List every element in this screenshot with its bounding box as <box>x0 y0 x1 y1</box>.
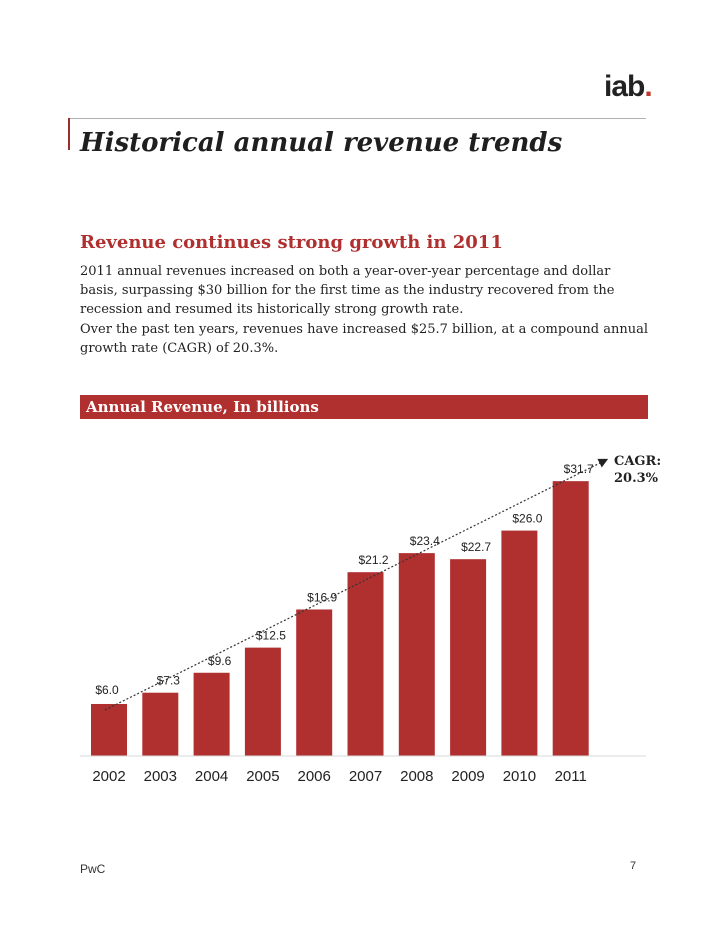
bar-2002 <box>91 703 127 756</box>
chart-header: Annual Revenue, In billions <box>80 395 648 419</box>
data-label-2003: $7.3 <box>157 674 181 688</box>
data-label-2005: $12.5 <box>256 629 286 643</box>
x-tick-2009: 2009 <box>451 768 484 785</box>
bar-2004 <box>193 672 230 756</box>
cagr-trend-arrow <box>104 458 609 711</box>
logo-dot: . <box>644 70 652 103</box>
x-tick-2006: 2006 <box>298 768 331 785</box>
section-heading: Revenue continues strong growth in 2011 <box>80 232 503 253</box>
title-accent <box>68 118 70 150</box>
paragraph-1: 2011 annual revenues increased on both a… <box>80 264 615 317</box>
page-title: Historical annual revenue trends <box>80 128 563 158</box>
cagr-label-line2: 20.3% <box>614 471 659 486</box>
x-tick-2008: 2008 <box>400 768 433 785</box>
chart-header-label: Annual Revenue, In billions <box>86 398 319 416</box>
data-label-2010: $26.0 <box>512 512 542 526</box>
paragraph-2: Over the past ten years, revenues have i… <box>80 322 649 356</box>
x-tick-2010: 2010 <box>503 768 536 785</box>
bar-2009 <box>450 559 487 756</box>
title-rule <box>68 118 646 119</box>
footer-page-number: 7 <box>630 860 637 872</box>
x-tick-2005: 2005 <box>246 768 279 785</box>
data-label-2009: $22.7 <box>461 540 491 554</box>
data-label-2002: $6.0 <box>95 683 119 697</box>
cagr-label-line1: CAGR: <box>614 454 661 469</box>
x-tick-2004: 2004 <box>195 768 228 785</box>
bar-2007 <box>347 572 384 756</box>
bar-2011 <box>552 481 589 756</box>
x-tick-2007: 2007 <box>349 768 382 785</box>
footer-company: PwC <box>80 862 106 876</box>
data-label-2007: $21.2 <box>358 553 388 567</box>
data-label-2006: $16.9 <box>307 590 337 604</box>
iab-logo: iab. <box>604 70 653 104</box>
data-label-2011: $31.7 <box>564 462 594 476</box>
x-tick-2002: 2002 <box>92 768 125 785</box>
x-tick-2003: 2003 <box>144 768 177 785</box>
data-label-2008: $23.4 <box>410 534 440 548</box>
bar-2008 <box>398 553 435 756</box>
bar-2010 <box>501 530 538 756</box>
bar-2005 <box>244 647 281 756</box>
bar-2003 <box>142 692 179 756</box>
bar-2006 <box>296 609 333 756</box>
logo-text: iab <box>604 70 645 103</box>
data-label-2004: $9.6 <box>208 654 232 668</box>
x-tick-2011: 2011 <box>555 768 587 785</box>
